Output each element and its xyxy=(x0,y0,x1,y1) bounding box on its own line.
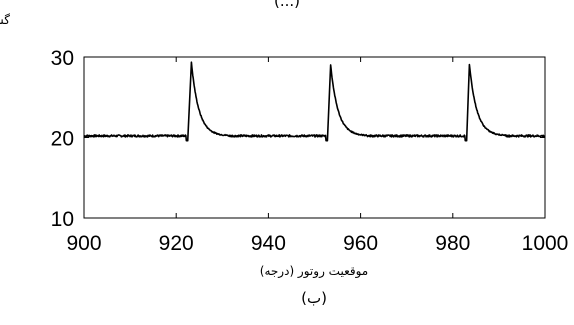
x-axis-title: موقعیت روتور (درجه) xyxy=(260,264,368,279)
x-tick-label: 940 xyxy=(251,232,286,255)
y-tick-label: 20 xyxy=(51,128,74,151)
y-tick-label: 30 xyxy=(51,47,74,70)
torque-series-line xyxy=(83,61,546,142)
x-tick-label: 960 xyxy=(343,232,378,255)
ticks xyxy=(83,56,546,219)
y-tick-label: 10 xyxy=(51,208,74,231)
x-tick-label: 1000 xyxy=(522,232,569,255)
x-tick-label: 900 xyxy=(66,232,101,255)
top-caption-fragment: (...) xyxy=(274,0,300,10)
y-axis-title: گشتاور (نیوتون.متر) xyxy=(0,13,10,28)
figure-caption: (ب) xyxy=(301,289,327,307)
x-tick-label: 920 xyxy=(159,232,194,255)
x-tick-label: 980 xyxy=(435,232,470,255)
